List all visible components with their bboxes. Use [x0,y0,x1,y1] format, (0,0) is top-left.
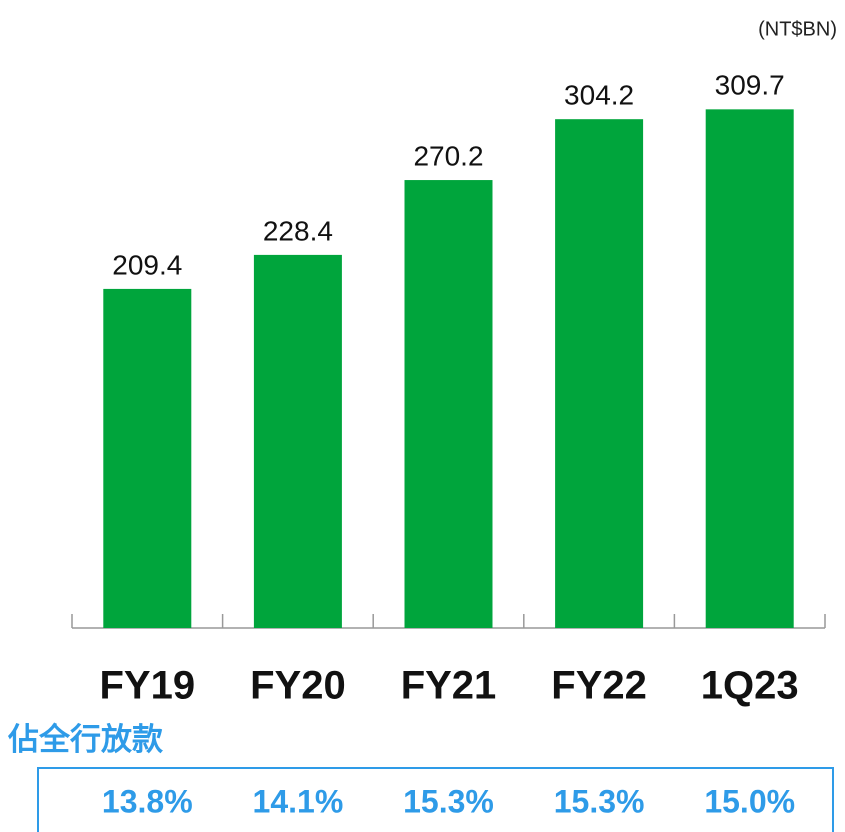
bar [404,180,493,629]
x-tick-label: 1Q23 [701,664,799,708]
share-box [37,767,834,832]
bar [103,288,192,628]
bar [555,119,644,629]
share-value: 14.1% [253,783,344,819]
unit-label: (NT$BN) [758,18,837,40]
value-label: 209.4 [112,249,182,280]
bar [253,254,342,628]
value-label: 228.4 [263,215,333,246]
share-value: 13.8% [102,783,193,819]
share-label: 佔全行放款 [7,722,164,757]
share-value: 15.3% [554,783,645,819]
x-tick-label: FY22 [551,664,647,708]
value-label: 309.7 [715,70,785,101]
share-value: 15.0% [704,783,795,819]
x-tick-label: FY20 [250,664,346,708]
bar [705,109,794,628]
share-value: 15.3% [403,783,494,819]
x-tick-label: FY21 [401,664,497,708]
value-label: 270.2 [413,140,483,171]
x-tick-label: FY19 [99,664,195,708]
value-label: 304.2 [564,80,634,111]
